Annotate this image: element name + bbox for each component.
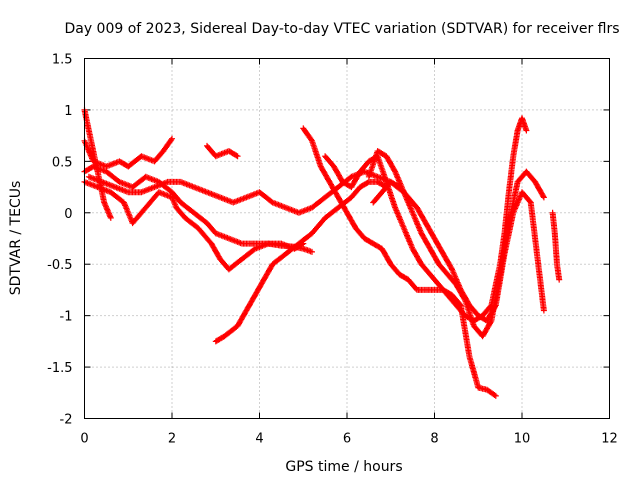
y-tick-label: -2: [60, 413, 73, 428]
x-tick-label: 2: [168, 432, 176, 447]
data-series: [549, 209, 563, 283]
x-tick-label: 4: [255, 432, 263, 447]
y-tick-label: -1: [60, 310, 73, 325]
series-markers: [300, 125, 499, 399]
y-tick-label: -0.5: [47, 258, 72, 273]
x-tick-label: 8: [430, 432, 438, 447]
series-layer: [81, 106, 563, 399]
y-tick-label: 0.5: [52, 155, 73, 170]
x-tick-label: 0: [80, 432, 88, 447]
data-series: [365, 148, 547, 340]
y-tick-label: -1.5: [47, 361, 72, 376]
y-tick-label: 0: [64, 207, 72, 222]
data-series: [370, 178, 547, 324]
x-axis-label: GPS time / hours: [285, 459, 402, 475]
series-markers: [549, 209, 563, 283]
chart-title: Day 009 of 2023, Sidereal Day-to-day VTE…: [64, 21, 619, 37]
data-series: [81, 178, 307, 273]
y-axis-label: SDTVAR / TECUs: [8, 181, 24, 296]
data-series: [204, 142, 241, 160]
x-tick-label: 10: [514, 432, 531, 447]
series-markers: [81, 178, 307, 273]
ticks-layer: 0 2 4 6 8 10 12 -2 -1.5 -1 -0.5 0 0.5 1 1.5: [47, 53, 618, 447]
x-tick-label: 12: [601, 432, 618, 447]
series-markers: [365, 148, 547, 340]
series-markers: [370, 178, 547, 324]
data-series: [300, 125, 499, 399]
plot-frame: [84, 58, 610, 419]
series-markers: [204, 142, 241, 160]
y-tick-label: 1.5: [52, 53, 73, 68]
grid-layer: [84, 58, 610, 419]
x-tick-label: 6: [343, 432, 351, 447]
y-tick-label: 1: [64, 104, 72, 119]
